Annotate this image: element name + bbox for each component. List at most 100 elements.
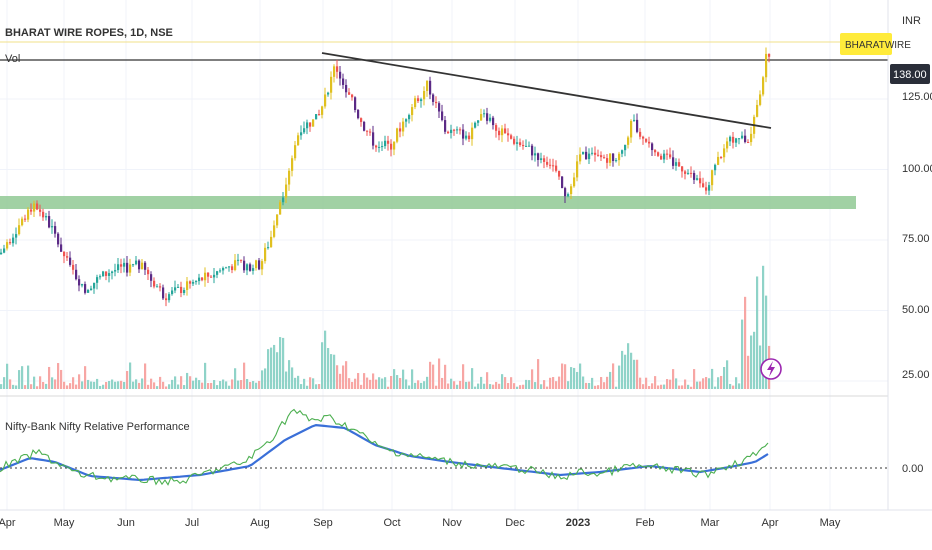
- candle: [162, 284, 165, 300]
- candle: [216, 270, 219, 279]
- volume-bar: [216, 385, 219, 389]
- candle: [342, 73, 345, 89]
- candle: [78, 275, 81, 292]
- volume-bar: [45, 383, 48, 389]
- volume-bar: [519, 385, 522, 389]
- volume-bar: [408, 385, 411, 389]
- candle: [30, 203, 33, 215]
- candle: [66, 252, 69, 261]
- candle: [546, 156, 549, 168]
- candle: [183, 287, 186, 296]
- candle: [258, 258, 261, 271]
- volume-bar: [180, 376, 183, 389]
- relative-performance-line: [0, 408, 769, 486]
- candle: [615, 158, 618, 163]
- candle: [459, 127, 462, 135]
- candle: [696, 174, 699, 181]
- candle: [333, 64, 336, 83]
- volume-bar: [540, 384, 543, 389]
- volume-bar: [360, 384, 363, 389]
- candle: [60, 237, 63, 252]
- candle: [261, 258, 264, 276]
- candle: [603, 154, 606, 159]
- candle: [567, 192, 570, 198]
- volume-bar: [471, 368, 474, 389]
- volume-bar: [348, 378, 351, 389]
- candle: [591, 147, 594, 156]
- candle: [330, 71, 333, 100]
- candle: [249, 262, 252, 272]
- volume-bar: [477, 383, 480, 389]
- candle: [552, 158, 555, 172]
- candle: [15, 227, 18, 245]
- descending-trendline[interactable]: [321, 52, 772, 129]
- volume-bar: [645, 377, 648, 389]
- volume-bar: [138, 382, 141, 389]
- volume-bar: [465, 381, 468, 389]
- candle: [228, 266, 231, 272]
- candle: [99, 274, 102, 280]
- candle: [138, 259, 141, 274]
- candle: [408, 113, 411, 124]
- volume-bar: [198, 380, 201, 389]
- candle: [477, 120, 480, 127]
- volume-bar: [339, 373, 342, 389]
- candle: [111, 270, 114, 280]
- candle: [108, 269, 111, 283]
- candle: [660, 153, 663, 160]
- volume-bar: [447, 383, 450, 389]
- volume-bar: [27, 365, 30, 389]
- time-axis-label: Apr: [0, 517, 16, 529]
- volume-bar: [24, 385, 27, 389]
- candle: [120, 258, 123, 274]
- volume-bar: [279, 337, 282, 389]
- volume-bar: [30, 384, 33, 389]
- volume-bar: [405, 379, 408, 389]
- candle: [360, 117, 363, 127]
- candle: [750, 126, 753, 146]
- candle: [381, 141, 384, 152]
- candle: [273, 220, 276, 239]
- volume-bar: [255, 382, 258, 389]
- candle: [357, 108, 360, 120]
- volume-bar: [756, 276, 759, 389]
- candle: [231, 264, 234, 274]
- volume-bar: [147, 384, 150, 389]
- volume-bar: [480, 376, 483, 389]
- last-price-badge: 138.00: [893, 69, 927, 81]
- candle: [768, 53, 771, 63]
- candle: [297, 132, 300, 146]
- candle: [234, 254, 237, 272]
- volume-bar: [282, 337, 285, 389]
- volume-bar: [576, 371, 579, 389]
- volume-bar: [627, 343, 630, 389]
- candle: [114, 263, 117, 277]
- volume-bar: [561, 363, 564, 389]
- volume-bar: [450, 378, 453, 389]
- candle: [528, 141, 531, 147]
- candle: [525, 139, 528, 147]
- volume-bar: [9, 379, 12, 389]
- volume-bar: [72, 377, 75, 389]
- candle: [267, 241, 270, 250]
- volume-bar: [750, 335, 753, 389]
- candle: [147, 267, 150, 281]
- candle: [348, 88, 351, 95]
- volume-bar: [621, 350, 624, 389]
- volume-bar: [66, 385, 69, 389]
- volume-bar: [372, 373, 375, 389]
- lightning-alert-icon[interactable]: [760, 358, 782, 380]
- volume-bar: [516, 386, 519, 389]
- candle: [732, 131, 735, 149]
- candle: [222, 266, 225, 275]
- candle: [561, 176, 564, 189]
- volume-bar: [582, 376, 585, 389]
- volume-bar: [486, 372, 489, 389]
- volume-bar: [18, 370, 21, 389]
- volume-bar: [528, 380, 531, 389]
- candle: [345, 79, 348, 98]
- candle: [282, 191, 285, 206]
- candle: [483, 109, 486, 118]
- candle: [153, 277, 156, 289]
